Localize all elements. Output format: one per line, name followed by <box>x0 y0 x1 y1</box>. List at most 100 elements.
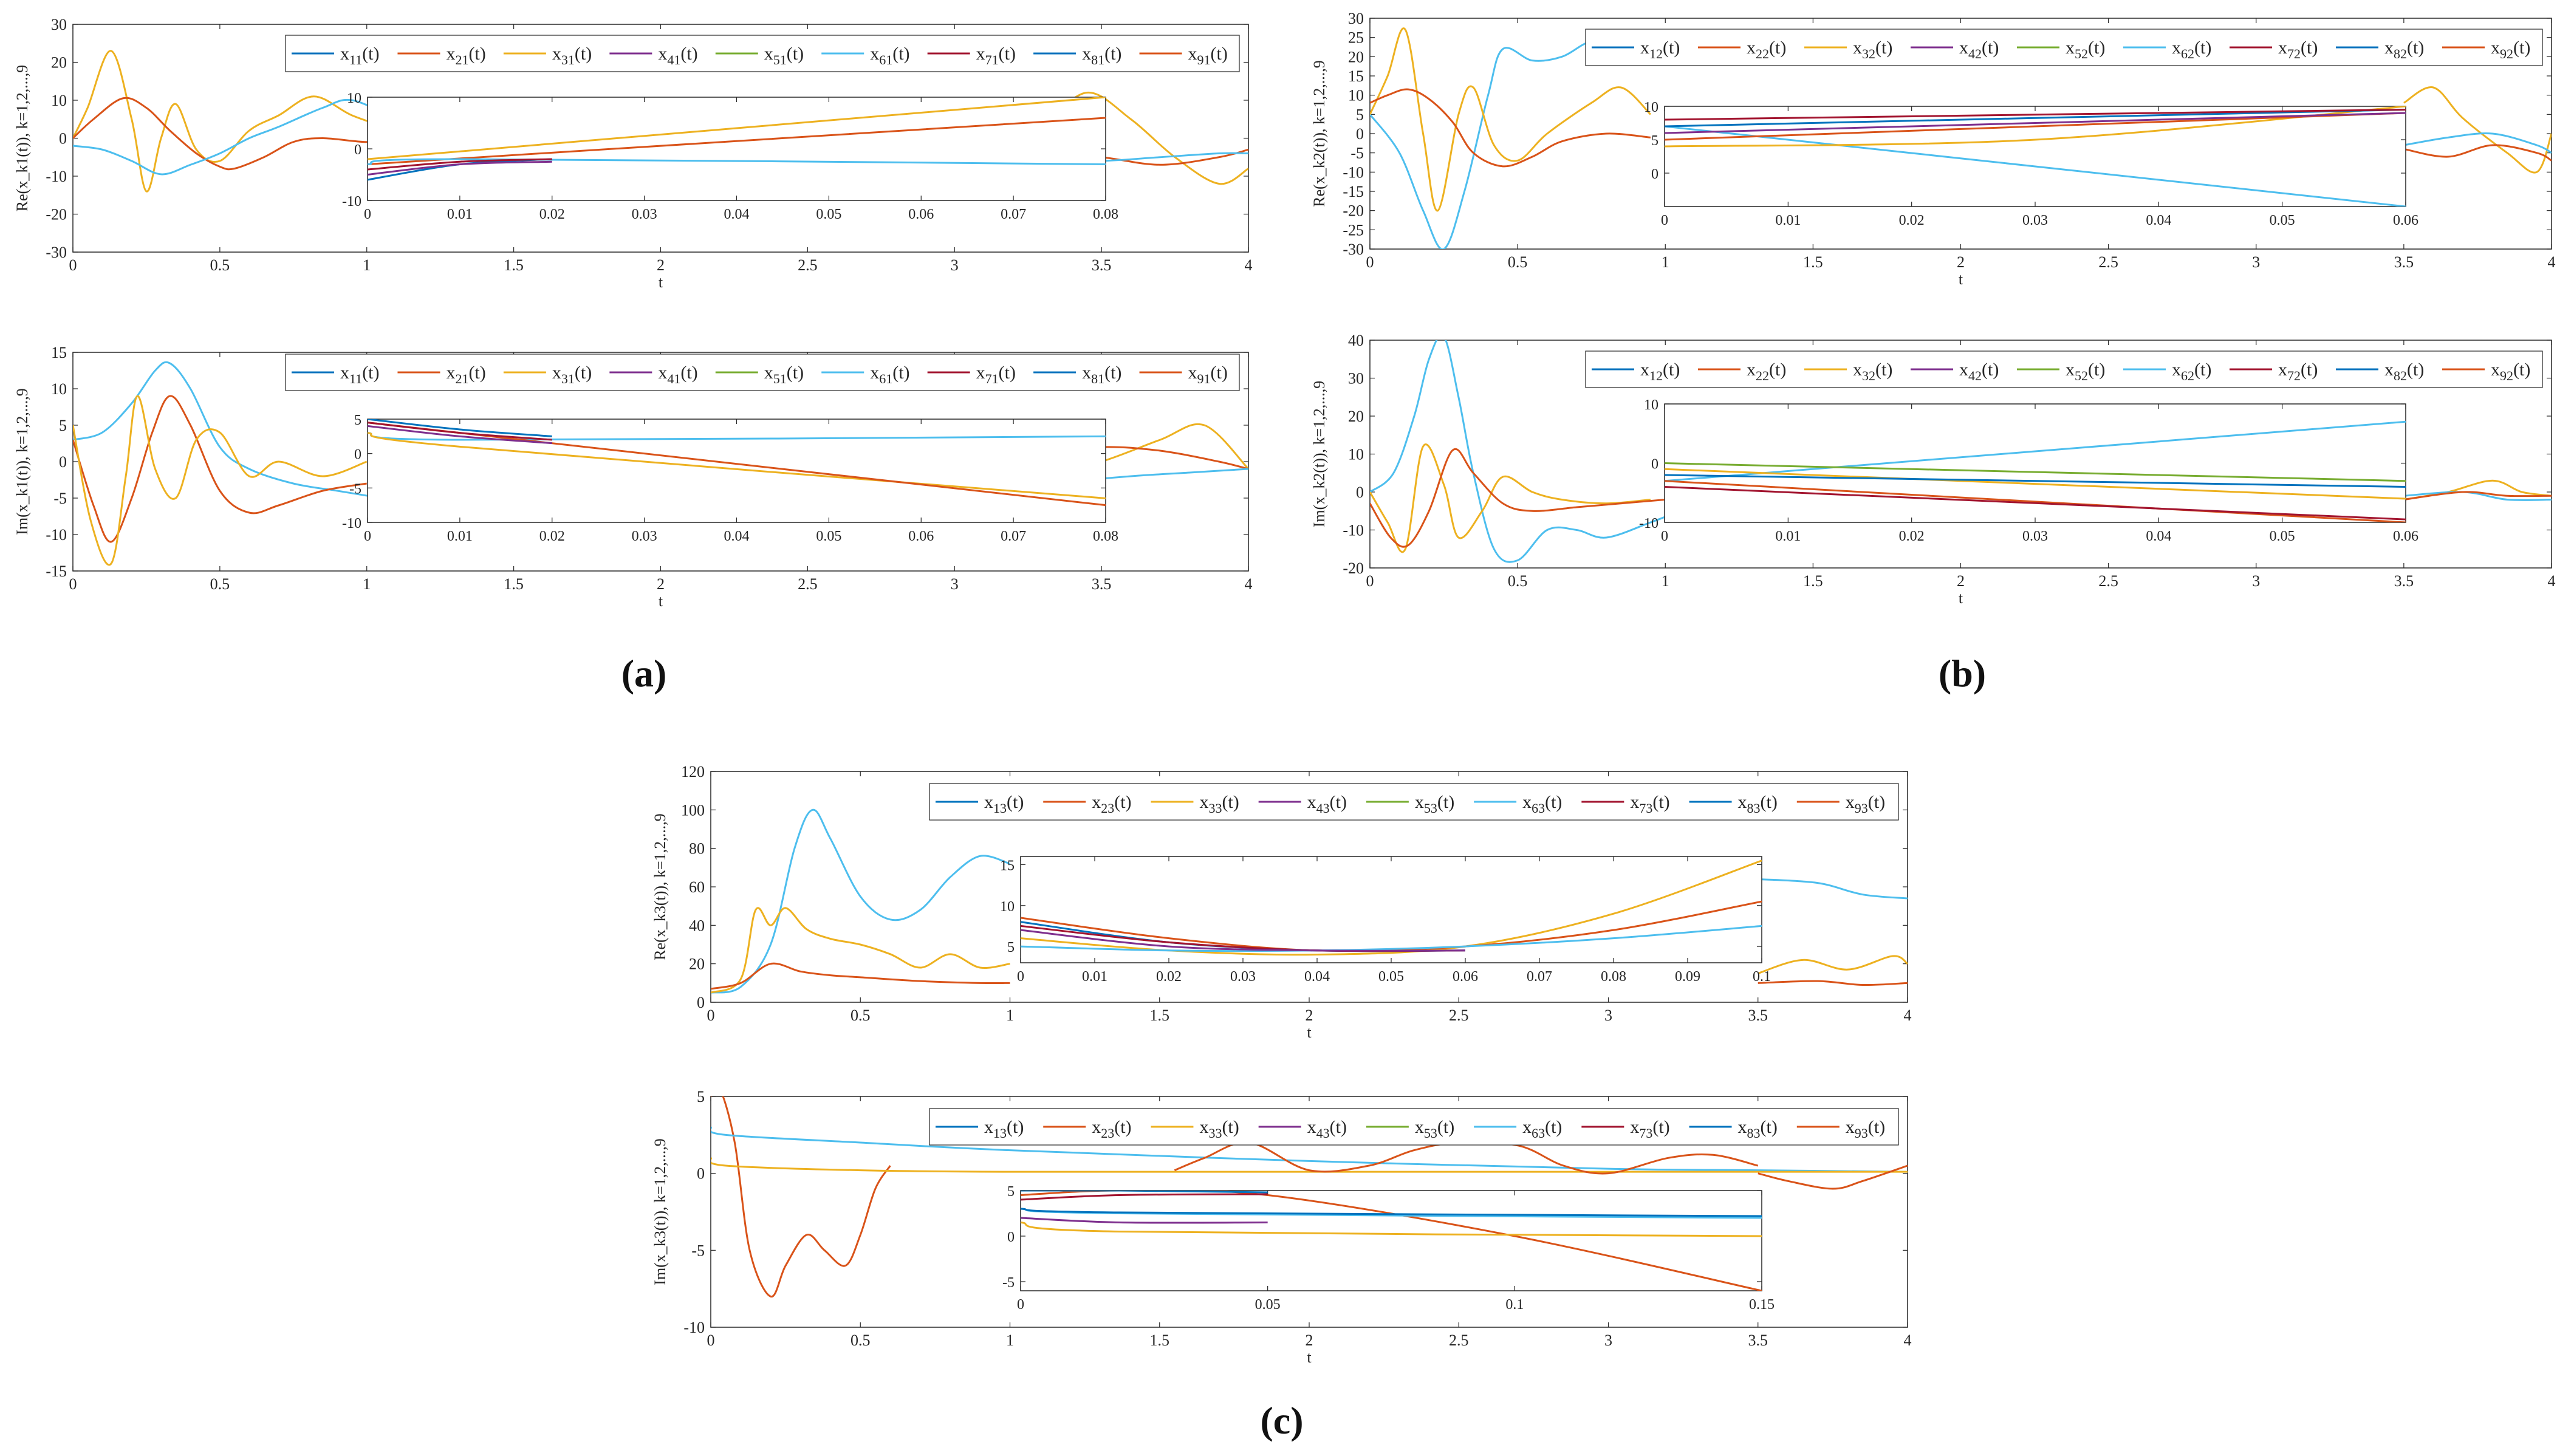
chart4-main-xtick-label: 0 <box>1366 572 1374 590</box>
chart4-inset-xtick-label: 0.01 <box>1775 528 1801 544</box>
chart5-main-line-x63-t <box>711 808 1010 994</box>
chart5-main-line-x63-t-tail <box>1758 878 1908 900</box>
chart5-inset-ytick-label: 15 <box>1000 858 1015 873</box>
chart1-main-xtick-label: 4 <box>1245 256 1253 274</box>
chart1-main-ytick-label: -30 <box>46 244 67 261</box>
chart5-main-xtick-label: 2 <box>1306 1007 1313 1024</box>
chart6-ylabel: Im(x_k3(t)), k=1,2,...,9 <box>651 1138 669 1285</box>
chart1-legend-label: x51(t) <box>764 44 804 67</box>
chart3-group: 0 0.5 1 1.5 2 2.5 3 3.5 4 -30 -25-20 -15 -10-5 0 5 10 15… <box>1310 10 2556 288</box>
chart2-inset-ytick-label: -10 <box>342 516 361 531</box>
chart4-main-line-x62-t-tail <box>2403 491 2552 501</box>
chart4-main-line-x32-t <box>1370 443 1651 553</box>
chart4-inset-line-x12-t <box>1665 474 2406 488</box>
chart6-main-line-x93-t-tail <box>1758 1164 1908 1190</box>
chart4-main-series-group <box>1370 340 2552 563</box>
chart5-inset-xtick-label: 0.01 <box>1082 969 1107 985</box>
chart6-main-ytick-label: -5 <box>691 1242 705 1259</box>
chart6-main-ytick-label: -10 <box>683 1319 705 1336</box>
chart6-inset-xtick-label: 0.1 <box>1505 1297 1524 1313</box>
chart5-main-xtick-label: 1 <box>1006 1007 1014 1024</box>
chart3-ylabel: Re(x_k2(t)), k=1,2,...,9 <box>1310 60 1328 207</box>
chart5-legend-label: x33(t) <box>1199 792 1239 816</box>
chart2-main-ytick-label: 10 <box>51 380 67 398</box>
chart4-main-ytick-label: 0 <box>1356 484 1364 501</box>
chart2-main-xtick-label: 4 <box>1245 575 1253 593</box>
chart3-main-line-x32-t <box>1370 27 1651 212</box>
chart5-main-xtick-label: 3 <box>1604 1007 1612 1024</box>
chart3-main-ytick-label: -10 <box>1343 163 1364 181</box>
chart3-main-xtick-label: 1.5 <box>1803 253 1823 271</box>
chart3-main-line-x32-t-tail <box>2403 86 2552 174</box>
chart6-legend-label: x13(t) <box>984 1117 1024 1141</box>
chart1-legend-label: x31(t) <box>552 44 592 67</box>
chart1-main-line-x91-t <box>73 97 397 171</box>
chart1-main-ytick-label: -10 <box>46 168 67 185</box>
chart4-inset-ytick-label: 0 <box>1651 457 1658 473</box>
chart1-inset-line-x61-t <box>368 158 1106 165</box>
chart1-inset-line-x31-t <box>368 97 1106 160</box>
chart1-inset-series-group <box>368 97 1106 181</box>
chart5-inset-ytick-label: 5 <box>1007 940 1015 955</box>
chart1-inset-xtick-label: 0.05 <box>816 207 841 222</box>
chart4-main-xtick-label: 4 <box>2548 572 2556 590</box>
chart5-main-ytick-label: 20 <box>689 955 705 973</box>
chart3-main-ytick-label: 0 <box>1356 125 1364 143</box>
chart3-inset-ytick-label: 10 <box>1644 100 1658 115</box>
chart3-inset-xtick-label: 0 <box>1661 213 1668 228</box>
chart5-legend-box <box>929 783 1899 821</box>
chart2-main-line-x91-t <box>73 395 367 543</box>
chart3-legend-label: x72(t) <box>2278 38 2318 61</box>
chart5-ylabel: Re(x_k3(t)), k=1,2,...,9 <box>651 813 669 960</box>
chart2-legend-label: x71(t) <box>976 363 1016 386</box>
chart3-inset-xtick-label: 0.02 <box>1899 213 1925 228</box>
chart1-xlabel: t <box>659 273 663 291</box>
chart4-legend-label: x72(t) <box>2278 360 2318 383</box>
chart3-legend-label: x12(t) <box>1640 38 1680 61</box>
chart5-legend-label: x13(t) <box>984 792 1024 816</box>
chart6-main-line-x63-t <box>711 1126 1908 1173</box>
chart4-main-xtick-label: 2 <box>1957 572 1965 590</box>
chart4-legend-label: x52(t) <box>2066 360 2105 383</box>
chart3-legend-label: x82(t) <box>2384 38 2424 61</box>
chart4-main-ytick-label: -10 <box>1343 522 1364 539</box>
chart3-main-ytick-label: -5 <box>1350 145 1364 162</box>
chart4-main-line-x92-t <box>1370 448 1666 548</box>
chart2-inset-xtick-label: 0.07 <box>1001 528 1026 544</box>
chart1-main-ytick-label: -20 <box>46 206 67 224</box>
chart2-main-xtick-label: 1.5 <box>504 575 524 593</box>
chart1-inset-xtick-label: 0.07 <box>1001 207 1026 222</box>
chart1-legend-label: x81(t) <box>1082 44 1121 67</box>
chart5-inset-line-x43-t <box>1021 929 1466 952</box>
chart5-legend-label: x23(t) <box>1092 792 1131 816</box>
chart6-inset-xtick-label: 0.05 <box>1255 1297 1281 1313</box>
chart3-main-series-group <box>1370 27 2552 249</box>
chart3-main-xtick-label: 3 <box>2252 253 2260 271</box>
chart1-inset-xtick-label: 0.02 <box>539 207 565 222</box>
chart4-inset-xtick-label: 0.05 <box>2270 528 2295 544</box>
chart4-main-xtick-label: 3 <box>2252 572 2260 590</box>
chart1-main-xtick-label: 1 <box>363 256 371 274</box>
chart3-main-xtick-label: 3.5 <box>2394 253 2414 271</box>
chart3-inset-line-x62-t <box>1665 125 2406 207</box>
chart2-main-ytick-label: -5 <box>53 490 67 507</box>
chart3-legend-label: x52(t) <box>2066 38 2105 61</box>
chart4-inset-line-x72-t <box>1665 486 2406 521</box>
chart5-inset-xtick-label: 0.07 <box>1527 969 1552 985</box>
chart5-inset-ytick-label: 10 <box>1000 899 1015 915</box>
chart3-inset-xtick-label: 0.04 <box>2146 213 2171 228</box>
chart2-main-ytick-label: 15 <box>51 344 67 361</box>
chart4-inset-ytick-label: -10 <box>1639 516 1658 531</box>
chart6-main-line-x93-t <box>711 1096 891 1297</box>
plots-layer: 0 0.5 1 1.5 2 2.5 3 3.5 4-30-20-100102030tRe(x_k… <box>13 10 2556 1366</box>
chart6-main-ytick-label: 0 <box>697 1165 705 1183</box>
chart2-legend-label: x61(t) <box>870 363 909 386</box>
chart2-group: 0 0.5 1 1.5 2 2.5 3 3.5 4 -15 -10 -5 0 5 10 15 t Im(x_k1(… <box>13 344 1253 610</box>
chart4-inset-ytick-label: 10 <box>1644 397 1658 413</box>
chart2-inset-ytick-label: -5 <box>349 481 361 497</box>
chart2-legend-label: x91(t) <box>1188 363 1228 386</box>
chart5-inset-frame <box>1020 856 1762 963</box>
chart6-inset-xtick-label: 0.15 <box>1749 1297 1775 1313</box>
chart5-inset-xtick-label: 0.06 <box>1453 969 1478 985</box>
chart6-inset-xtick-label: 0 <box>1017 1297 1024 1313</box>
